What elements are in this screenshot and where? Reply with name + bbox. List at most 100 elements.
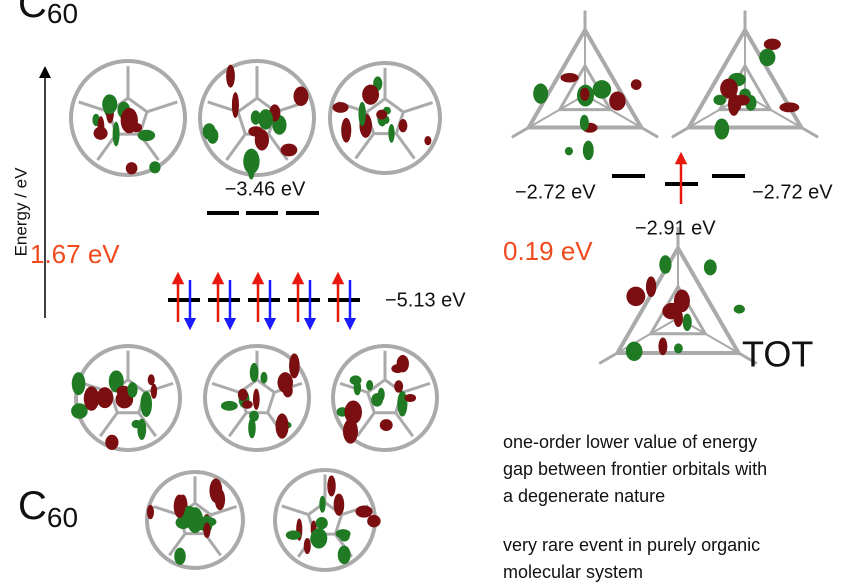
note-line: one-order lower value of energy [503,432,757,452]
orbital-lobe [593,80,612,99]
orbital-lobe [105,435,118,450]
cage-bond [402,383,430,392]
orbital-lobe [399,119,408,132]
orbital-lobe [221,401,238,411]
cage-bond [147,102,177,112]
orbital-lobe [533,83,548,103]
orbital-lobe [341,118,351,143]
orbital-lobe [327,475,335,496]
orbital-lobe [659,255,671,274]
c60-label-top: C60 [18,0,78,29]
orbital-lobe [334,494,345,516]
orbital-lobe [674,290,690,313]
c60-label: C [18,484,47,528]
fullerene [71,346,180,450]
tot-gap: 0.19 eV [503,236,593,266]
orbital-lobe [704,259,717,275]
orbital-lobe [332,102,348,113]
orbital-lobe [350,375,362,385]
cage-bond [227,134,246,160]
fullerene [147,472,243,568]
axis-label: Energy / eV [11,167,30,256]
tbu-bond [641,128,658,138]
page: C60 Energy / eV −3.46 eV 1.67 eV −5.13 e… [0,0,852,584]
notes: one-order lower value of energy gap betw… [503,432,767,582]
orbital-lobe [283,383,293,397]
orbital-lobe [203,523,210,538]
cage-bond [396,134,414,159]
orbital-lobe [304,538,311,554]
orbital-lobe [380,419,393,431]
orbital-lobe [560,73,578,83]
tbu-bond [801,128,818,138]
orbital-lobe [358,102,365,126]
orbital-lobe [140,391,152,417]
orbital-lobe [580,115,589,131]
fullerene [330,63,440,173]
cage-bond [229,413,246,437]
orbital-lobe [286,530,301,540]
orbital-lobe [232,92,239,118]
orbital-lobe [149,161,160,173]
cage-bond [145,383,173,392]
orbital-lobe [734,305,745,314]
orbital-lobe [176,516,191,529]
orbital-lobe [215,489,225,510]
orbital-lobe [565,147,573,155]
cage-bond [403,103,432,113]
orbital-lobe [388,124,394,143]
orbital-lobe [319,496,325,513]
orbital-lobe [424,136,431,145]
orbital-lobe [138,130,155,141]
c60-label-sub: 60 [47,0,78,29]
tot-molecule [599,227,757,364]
homo-energy: −5.13 eV [385,289,466,311]
orbital-lobe [734,95,750,106]
orbital-lobe [626,342,643,361]
orbital-lobe [626,287,645,307]
orbital-lobe [344,400,362,424]
orbital-lobe [714,118,729,139]
orbital-lobe [391,364,403,373]
tot-molecule [512,11,658,161]
orbital-lobe [336,529,351,538]
fullerene [333,346,437,450]
orbital-lobe [126,162,138,174]
fullerene [275,470,381,570]
orbital-lobe [94,127,108,140]
tot-molecule [672,11,818,140]
note-line: a degenerate nature [503,486,665,506]
orbital-lobe [316,517,328,529]
orbital-lobe [759,49,775,67]
tbu-bond [512,128,529,138]
orbital-lobe [281,144,298,157]
orbital-lobe [276,413,289,438]
orbital-lobe [713,95,726,105]
fullerene [205,346,309,450]
orbital-lobe [394,380,403,392]
c60-label-sub: 60 [47,502,78,533]
orbital-lobe [764,39,781,50]
orbital-lobe [137,419,146,440]
c60-gap: 1.67 eV [30,239,120,269]
orbital-lobe [580,88,590,101]
orbital-lobe [248,418,256,439]
orbital-lobe [355,505,372,517]
orbital-lobe [148,374,155,385]
orbital-lobe [310,528,327,548]
somo-mid: −2.91 eV [635,217,716,239]
orbital-lobe [646,276,656,297]
somo-right: −2.72 eV [752,181,833,203]
c60-label: C [18,0,47,26]
tbu-bond [672,128,689,138]
orbital-lobe [258,109,272,130]
orbital-lobe [609,92,625,111]
tot-label: TOT [742,334,813,375]
somo-left: −2.72 eV [515,181,596,203]
tot-levels [612,176,745,184]
orbital-lobe [376,110,387,120]
orbital-lobe [631,79,642,90]
orbital-lobe [367,515,380,527]
homo-levels [168,278,360,324]
c60-label-bottom: C60 [18,484,78,534]
